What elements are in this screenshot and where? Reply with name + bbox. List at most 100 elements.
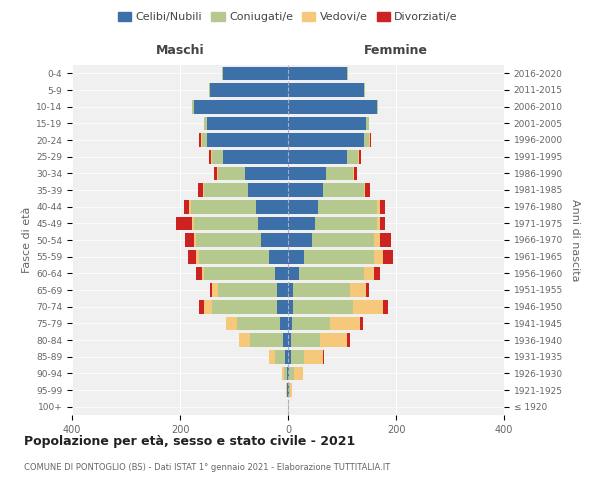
Bar [288,300,293,314]
Bar [202,266,204,280]
Bar [191,200,256,213]
Bar [358,150,359,164]
Bar [347,66,349,80]
Bar [288,250,304,264]
Y-axis label: Anni di nascita: Anni di nascita [569,198,580,281]
Bar [288,216,315,230]
Bar [211,150,212,164]
Bar [383,250,394,264]
Bar [189,200,191,213]
Bar [248,183,288,197]
Bar [320,333,347,347]
Bar [222,66,223,80]
Bar [288,200,318,213]
Bar [364,83,365,97]
Bar [275,266,288,280]
Bar [218,283,277,297]
Bar [364,266,374,280]
Bar [318,200,377,213]
Text: Maschi: Maschi [155,44,205,58]
Bar [359,150,361,164]
Bar [223,150,288,164]
Bar [350,283,366,297]
Bar [256,200,288,213]
Bar [323,183,364,197]
Bar [323,350,324,364]
Bar [283,333,288,347]
Bar [286,350,288,364]
Bar [193,233,196,247]
Bar [209,150,211,164]
Bar [277,300,288,314]
Bar [288,316,292,330]
Bar [377,216,380,230]
Bar [288,283,293,297]
Bar [277,283,288,297]
Bar [290,383,292,397]
Bar [217,166,218,180]
Bar [203,183,204,197]
Bar [212,300,277,314]
Bar [196,250,199,264]
Bar [287,366,288,380]
Bar [290,350,304,364]
Bar [226,316,236,330]
Bar [364,183,365,197]
Bar [239,333,250,347]
Bar [288,166,326,180]
Text: COMUNE DI PONTOGLIO (BS) - Dati ISTAT 1° gennaio 2021 - Elaborazione TUTTITALIA.: COMUNE DI PONTOGLIO (BS) - Dati ISTAT 1°… [24,462,390,471]
Bar [196,233,261,247]
Bar [188,250,196,264]
Bar [347,333,350,347]
Bar [214,166,217,180]
Bar [380,200,385,213]
Bar [250,333,283,347]
Bar [377,100,378,114]
Bar [293,300,353,314]
Bar [236,316,280,330]
Bar [364,133,369,147]
Bar [377,200,380,213]
Bar [366,283,369,297]
Bar [218,166,245,180]
Bar [199,133,200,147]
Bar [288,266,299,280]
Bar [199,250,269,264]
Bar [185,233,193,247]
Bar [292,316,330,330]
Bar [299,266,364,280]
Bar [289,383,290,397]
Bar [383,300,388,314]
Bar [204,266,275,280]
Bar [288,83,364,97]
Bar [380,233,391,247]
Bar [198,183,203,197]
Bar [200,133,202,147]
Bar [199,300,204,314]
Bar [210,283,212,297]
Bar [355,166,357,180]
Bar [192,216,193,230]
Bar [290,333,320,347]
Bar [365,183,370,197]
Bar [204,183,248,197]
Bar [288,116,366,130]
Bar [176,216,192,230]
Bar [288,150,347,164]
Bar [210,83,288,97]
Bar [369,133,370,147]
Bar [313,233,374,247]
Bar [370,133,371,147]
Bar [366,116,369,130]
Bar [184,200,189,213]
Bar [304,250,374,264]
Bar [288,350,290,364]
Bar [289,366,295,380]
Bar [193,216,259,230]
Bar [245,166,288,180]
Bar [281,366,284,380]
Bar [288,366,289,380]
Bar [209,83,210,97]
Bar [293,283,350,297]
Bar [202,133,207,147]
